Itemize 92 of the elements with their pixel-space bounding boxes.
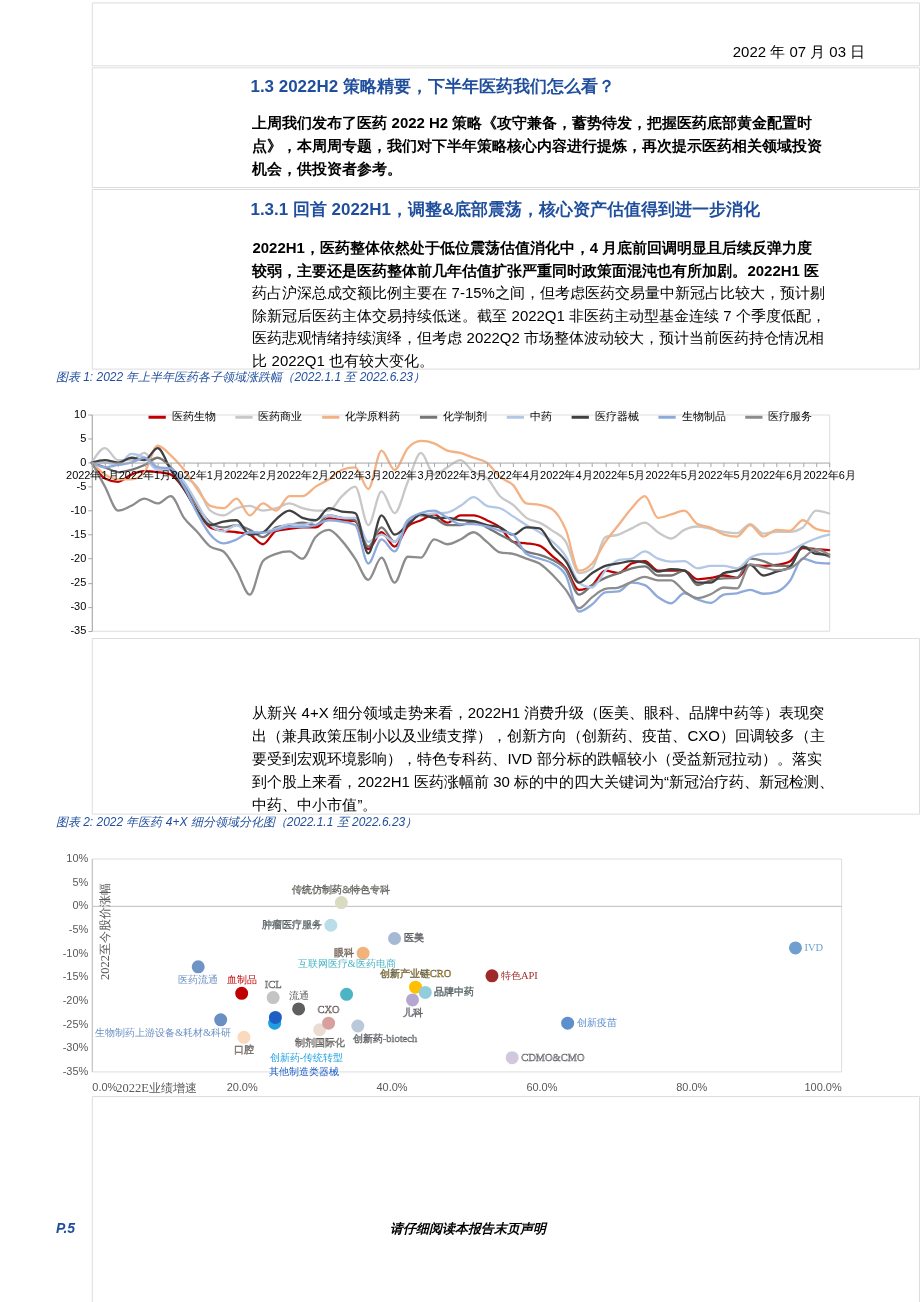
y-tick-label: -25 [70, 576, 87, 589]
text: 上周我们发布了医药 2022 H2 策略《攻守兼备，蓄势待发，把握医药底部黄金配置时 [251, 114, 813, 132]
text: 点》，本周周专题，我们对下半年策略核心内容进行提炼，再次提示医药相关领域投资 [252, 137, 823, 155]
y-tick-label: 0% [72, 899, 89, 912]
text: 较弱，主要还是医药整体前几年估值扩张严重同时政策面混沌也有所加剧。2022H1 医 [251, 261, 819, 279]
text: 中药、中小市值”。 [252, 795, 378, 813]
x-tick-label: 2022年5月 [698, 469, 751, 482]
series-label: 创新产业链CRO [379, 968, 452, 980]
x-tick-label: 2022年6月 [803, 469, 856, 482]
y-tick-label: 0 [80, 456, 87, 469]
y-tick-label: -15% [62, 970, 89, 983]
legend-label: 医疗服务 [768, 410, 813, 423]
series-label: 医药流通 [178, 973, 219, 985]
x-tick-label: 2022年3月 [329, 469, 382, 482]
y-tick-label: -35 [70, 624, 87, 637]
chart-title: 图表 1: 2022 年上半年医药各子领域涨跌幅（2022.1.1 至 2022.6.23） [55, 369, 425, 384]
series-label: 眼科 [334, 947, 355, 959]
legend-label: 生物制品 [681, 410, 726, 423]
y-tick-label: -25% [62, 1017, 89, 1030]
series-label: 生物制药上游设备&耗材&科研 [94, 1026, 232, 1038]
series-label: 创新疫苗 [576, 1017, 617, 1029]
series-label: 品牌中药 [434, 986, 475, 998]
y-tick-label: -30% [62, 1041, 89, 1054]
text: 其他制造类器械 [269, 1066, 340, 1078]
text: 1.3 2022H2 策略精要，下半年医药我们怎么看？ [250, 77, 615, 97]
y-tick-label: 10 [74, 408, 87, 421]
legend-label: 医药商业 [258, 410, 303, 423]
chart-title: 图表 2: 2022 年医药 4+X 细分领域分化图（2022.1.1 至 2022.6.23） [55, 814, 418, 829]
series-label: 创新药-biotech [352, 1032, 418, 1044]
series-label: ICL [264, 978, 282, 990]
legend-label: 化学制剂 [443, 410, 488, 423]
y-axis-title: 2022至今股价涨幅 [98, 882, 113, 980]
text: 请仔细阅读本报告末页声明 [389, 1220, 548, 1236]
x-tick-label: 100.0% [804, 1080, 842, 1093]
text: 创新药-传统转型 [269, 1052, 344, 1064]
text: 2022H1，医药整体依然处于低位震荡估值消化中，4 月底前回调明显且后续反弹力度 [252, 238, 813, 256]
y-tick-label: 5 [80, 432, 87, 445]
text: 2022 年 07 月 03 日 [732, 43, 866, 61]
series-label: 特色API [500, 969, 539, 981]
series-label: 传统仿制药&特色专科 [292, 883, 391, 895]
text: 要受到宏观环境影响），特色专科药、IVD 部分标的跌幅较小（受益新冠拉动）。落实 [252, 749, 822, 767]
y-tick-label: -20 [70, 552, 87, 565]
text: 从新兴 4+X 细分领域走势来看，2022H1 消费升级（医美、眼科、品牌中药等）表现突 [252, 703, 825, 721]
series-label: 儿科 [402, 1006, 423, 1018]
x-tick-label: 2022年4月 [540, 469, 593, 482]
x-axis-title: 2022E业绩增速 [116, 1080, 197, 1095]
x-tick-label: 2022年5月 [645, 469, 698, 482]
text: P.5 [55, 1219, 76, 1236]
y-tick-label: -5 [76, 480, 87, 493]
series-label: 血制品 [226, 974, 257, 986]
y-tick-label: -35% [62, 1064, 89, 1077]
series-label: 医美 [403, 932, 424, 944]
x-tick-label: 80.0% [676, 1080, 708, 1093]
y-tick-label: -30 [70, 600, 87, 613]
x-tick-label: 20.0% [226, 1080, 258, 1093]
series-label: 制剂国际化 [294, 1036, 345, 1048]
legend-label: 中药 [529, 410, 552, 423]
series-label: IVD [804, 941, 824, 953]
y-tick-label: -15 [70, 528, 87, 541]
x-tick-label: 2022年2月 [224, 469, 277, 482]
y-tick-label: 10% [66, 852, 89, 865]
text: 到个股上来看，2022H1 医药涨幅前 30 标的中的四大关键词为“新冠治疗药、新冠检测、 [252, 772, 834, 790]
text: 1.3.1 回首 2022H1，调整&底部震荡，核心资产估值得到进一步消化 [250, 199, 762, 219]
x-tick-label: 0.0% [92, 1080, 118, 1093]
x-tick-label: 60.0% [526, 1080, 558, 1093]
legend-label: 医药生物 [171, 410, 216, 423]
x-tick-label: 40.0% [376, 1080, 408, 1093]
y-tick-label: -5% [68, 922, 89, 935]
series-label: 口腔 [233, 1044, 254, 1056]
x-tick-label: 2022年3月 [382, 469, 435, 482]
text: 机会，供投资者参考。 [251, 160, 403, 178]
y-tick-label: 5% [72, 875, 89, 888]
x-tick-label: 2022年3月 [434, 469, 488, 482]
text: 除新冠后医药主体交易持续低迷。截至 2022Q1 非医药主动型基金连续 7 个季度低配， [252, 306, 826, 324]
series-label: 流通 [288, 989, 309, 1001]
x-tick-label: 2022年5月 [592, 469, 646, 482]
y-tick-label: -10 [70, 504, 87, 517]
text: 出（兼具政策压制小以及业绩支撑），创新方向（创新药、疫苗、CXO）回调较多（主 [252, 726, 825, 744]
y-tick-label: -20% [62, 993, 89, 1006]
x-tick-label: 2022年6月 [750, 469, 804, 482]
x-tick-label: 2022年4月 [487, 469, 540, 482]
series-label: CDMO&CMO [521, 1051, 586, 1063]
series-label: CXO [317, 1004, 341, 1016]
text: 比 2022Q1 也有较大变化。 [252, 352, 434, 370]
text: 医药悲观情绪持续演绎，但考虑 2022Q2 市场整体波动较大，预计当前医药持仓情况相 [252, 329, 824, 347]
x-tick-label: 2022年2月 [276, 469, 330, 482]
text: 药占沪深总成交额比例主要在 7-15%之间，但考虑医药交易量中新冠占比较大，预计剔 [252, 284, 825, 302]
series-label: 肿瘤医疗服务 [261, 919, 322, 931]
text: 互联网医疗&医药电商 [297, 958, 396, 970]
legend-label: 医疗器械 [594, 410, 639, 423]
legend-label: 化学原料药 [345, 410, 401, 423]
y-tick-label: -10% [62, 946, 89, 959]
